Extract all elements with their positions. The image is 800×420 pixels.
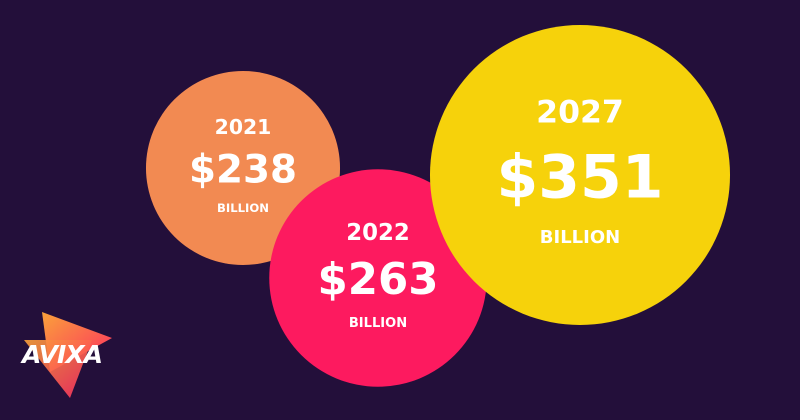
year-label: 2027	[536, 94, 624, 130]
logo: AVIXA	[20, 312, 112, 398]
logo-shape	[24, 340, 92, 398]
unit-label: BILLION	[217, 201, 269, 215]
bubble	[429, 24, 731, 326]
year-label: 2021	[215, 115, 272, 139]
unit-label: BILLION	[349, 316, 407, 331]
logo-text: AVIXA	[20, 340, 102, 369]
value-label: $351	[497, 143, 664, 213]
value-label: $263	[317, 255, 438, 305]
unit-label: BILLION	[540, 227, 620, 248]
bubble	[269, 169, 487, 387]
year-label: 2022	[346, 220, 410, 246]
value-label: $238	[189, 147, 297, 192]
